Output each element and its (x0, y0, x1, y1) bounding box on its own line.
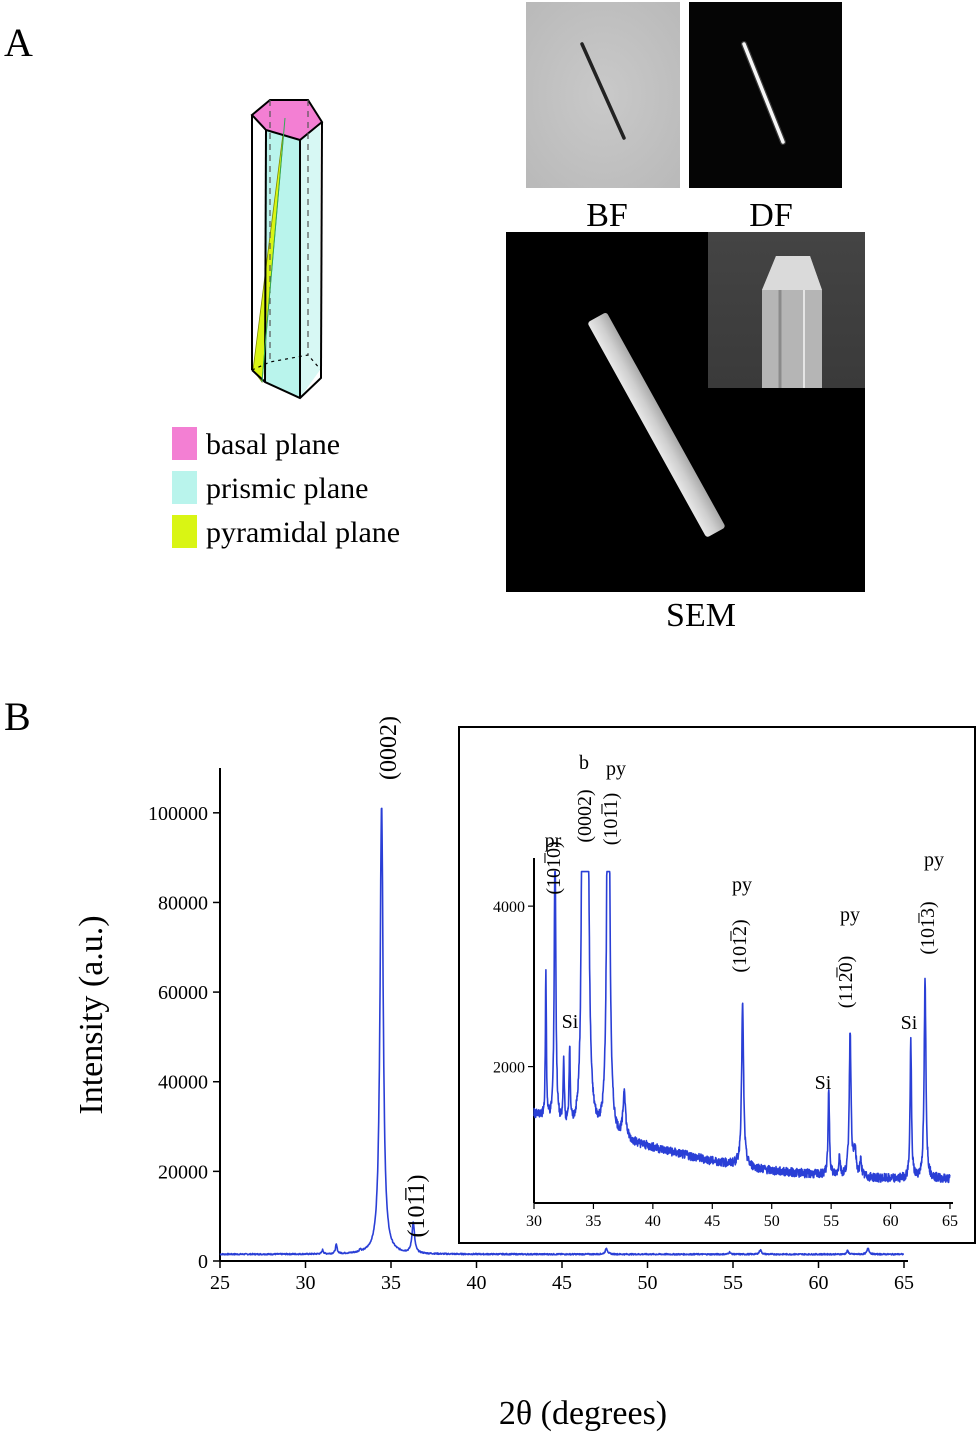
main-x-tick-label: 65 (894, 1272, 914, 1294)
sem-label: SEM (666, 597, 736, 634)
inset-peak-label-si3: Si (901, 1012, 918, 1034)
prismic-plane-face-side (300, 126, 320, 398)
hexagonal-prism-diagram (250, 99, 324, 400)
inset-peak-label-py1: py (606, 758, 626, 780)
inset-x-tick-label: 50 (764, 1213, 780, 1230)
legend-label-prismic: prismic plane (206, 472, 368, 505)
main-x-tick-label: 55 (723, 1272, 743, 1294)
inset-peak-label-m1012: (101̅2) (729, 919, 751, 972)
inset-y-tick-label: 2000 (493, 1060, 525, 1077)
inset-peak-label-m0002: (0002) (574, 789, 596, 842)
main-y-tick-label: 100000 (148, 803, 208, 825)
panel-a-letter: A (4, 20, 33, 65)
inset-x-tick-label: 40 (645, 1213, 661, 1230)
legend-swatch-prismic (172, 471, 197, 504)
inset-x-tick-label: 45 (704, 1213, 720, 1230)
sem-image (506, 232, 865, 592)
bf-label: BF (586, 197, 628, 234)
inset-peak-label-si1: Si (562, 1011, 579, 1033)
inset-x-tick-label: 65 (942, 1213, 958, 1230)
inset-peak-label-py2: py (732, 874, 752, 896)
inset-peak-label-pr: pr (545, 830, 562, 852)
main-x-tick-label: 30 (296, 1272, 316, 1294)
main-x-tick-label: 40 (467, 1272, 487, 1294)
bf-image (526, 2, 680, 188)
main-x-tick-label: 45 (552, 1272, 572, 1294)
main-y-axis-title: Intensity (a.u.) (73, 915, 110, 1114)
xrd-main-chart: 25 30 35 40 45 50 55 60 65 0 20000 40000 60000 80000… (73, 716, 914, 1432)
legend-label-basal: basal plane (206, 428, 340, 461)
peak-label-0002: (0002) (376, 716, 402, 780)
inset-x-tick-label: 30 (526, 1213, 542, 1230)
inset-x-tick-label: 35 (585, 1213, 601, 1230)
main-y-tick-label: 0 (198, 1251, 208, 1273)
prismic-plane-face (265, 130, 300, 398)
main-y-tick-label: 80000 (158, 892, 208, 914)
inset-series-line (533, 870, 951, 1184)
main-y-tick-label: 40000 (158, 1072, 208, 1094)
peak-label-1011: (101̅1) (404, 1174, 430, 1237)
main-x-tick-label: 60 (809, 1272, 829, 1294)
inset-peak-label-m1011: (101̅1) (600, 793, 622, 846)
main-x-axis-title: 2θ (degrees) (499, 1395, 667, 1432)
plane-legend: basal plane prismic plane pyramidal plan… (172, 427, 400, 549)
inset-peak-label-py3: py (840, 904, 860, 926)
main-x-tick-label: 50 (638, 1272, 658, 1294)
legend-swatch-basal (172, 427, 197, 460)
inset-peak-label-m1120: (112̅0) (835, 956, 857, 1009)
panel-b-letter: B (4, 694, 31, 739)
main-y-tick-label: 20000 (158, 1161, 208, 1183)
df-label: DF (749, 197, 792, 234)
main-x-tick-label: 25 (210, 1272, 230, 1294)
inset-x-tick-label: 60 (883, 1213, 899, 1230)
legend-label-pyramidal: pyramidal plane (206, 516, 400, 549)
main-series-line (219, 807, 905, 1256)
inset-peak-label-b: b (579, 752, 589, 774)
inset-peak-label-py4: py (924, 849, 944, 871)
inset-x-tick-label: 55 (823, 1213, 839, 1230)
inset-peak-label-m1010: (101̅0) (543, 841, 565, 894)
legend-swatch-pyramidal (172, 515, 197, 548)
inset-peak-label-si2: Si (815, 1072, 832, 1094)
main-y-tick-label: 60000 (158, 982, 208, 1004)
df-image (689, 2, 842, 188)
inset-peak-label-m1013: (101̅3) (917, 901, 939, 954)
main-x-tick-label: 35 (381, 1272, 401, 1294)
inset-y-tick-label: 4000 (493, 899, 525, 916)
